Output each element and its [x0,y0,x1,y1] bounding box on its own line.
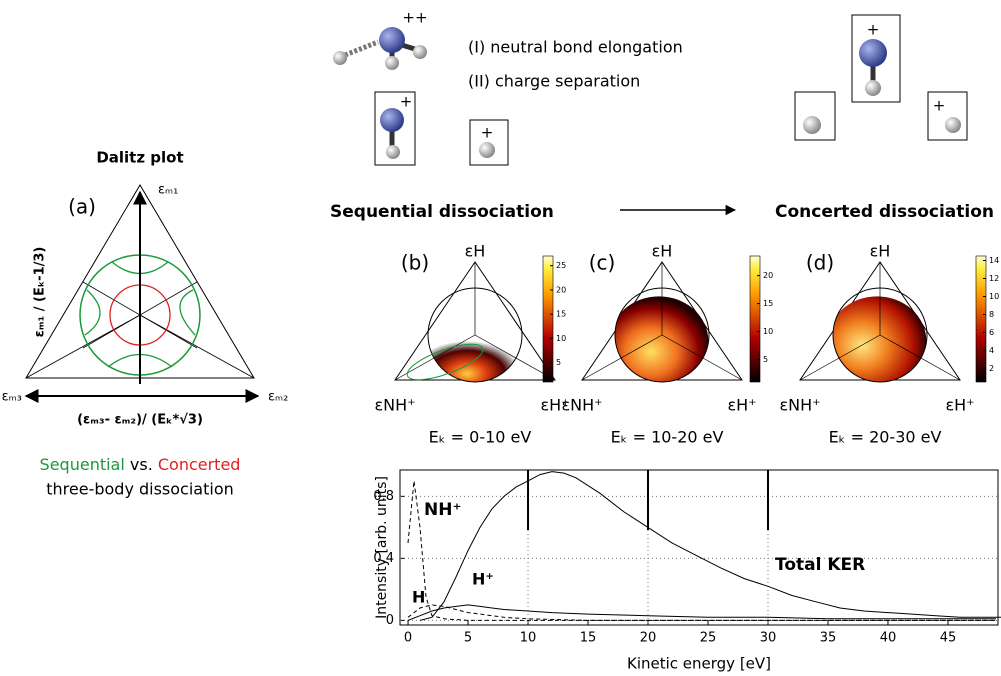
x-tick-label: 20 [640,631,657,646]
energy-label: Eₖ = 10-20 eV [611,428,724,447]
y-tick-label: 0.4 [373,551,394,566]
colorbar-tick-label: 8 [989,310,994,319]
colorbar-tick-label: 10 [763,327,773,336]
panel-label: (a) [68,195,96,219]
x-tick-label: 5 [464,631,472,646]
line [407,604,996,621]
axis [474,334,556,381]
axis-label: εₘ₁ / (Eₖ-1/3) [33,247,48,338]
colorbar-tick-label: 12 [989,274,999,283]
x-axis-label: Kinetic energy [eV] [627,655,771,673]
x-tick-label: 30 [760,631,777,646]
charge: ++ [402,9,427,27]
axis [581,334,663,381]
colorbar [542,255,554,383]
corner-label: εH [465,242,486,261]
axis [879,334,961,381]
colorbar-tick-label: 15 [763,299,773,308]
corner-label: εNH⁺ [561,396,602,415]
series-label: NH⁺ [424,500,461,520]
axis [799,334,881,381]
panel-label: (b) [401,251,429,275]
charge: + [400,93,413,111]
colorbar-tick-label: 20 [556,285,566,294]
caption-part: vs. [125,455,158,474]
x-tick-label: 10 [520,631,537,646]
series-label: H [412,588,425,607]
caption: three-body dissociation [46,480,234,499]
corner-label: εₘ₃ [2,390,22,405]
line [407,604,996,621]
series-label: Total KER [775,555,865,575]
corner-label: εₘ₁ [158,183,178,198]
y-axis-label: Intensity [arb. units] [374,476,390,619]
colorbar-tick-label: 14 [989,256,999,265]
density [833,296,927,382]
x-tick-label: 0 [404,631,412,646]
caption-part: Sequential [40,455,125,474]
colorbar-tick-label: 10 [556,334,566,343]
x-tick-label: 25 [700,631,717,646]
corner-label: εₘ₂ [268,390,288,405]
colorbar [749,255,761,383]
panel-label: (d) [806,251,834,275]
molecule-scheme [333,14,968,216]
dalitz-title: Dalitz plot [96,149,183,167]
corner-label: εH⁺ [540,396,569,415]
y-tick-label: 0 [386,613,394,628]
colorbar-tick-label: 25 [556,261,566,270]
step-label: (II) charge separation [468,72,640,91]
colorbar-tick-label: 2 [989,364,994,373]
colorbar-tick-label: 5 [763,355,768,364]
panel-label: (c) [589,251,616,275]
charge: + [867,21,880,39]
density [428,327,522,382]
x-tick-label: 40 [880,631,897,646]
corner-label: εH⁺ [727,396,756,415]
corner-label: εNH⁺ [779,396,820,415]
x-tick-label: 45 [940,631,957,646]
stage-label: Concerted dissociation [775,202,994,222]
plot-frame [399,469,999,626]
axis [394,334,476,381]
corner-label: εH⁺ [945,396,974,415]
colorbar-tick-label: 20 [763,271,773,280]
sequential-region [406,343,484,381]
x-tick-label: 15 [580,631,597,646]
x-tick-label: 35 [820,631,837,646]
corner-label: εNH⁺ [374,396,415,415]
colorbar-tick-label: 5 [556,358,561,367]
caption: Sequential vs. Concerted [40,455,241,474]
energy-label: Eₖ = 0-10 eV [429,428,532,447]
axis [661,334,743,381]
charge: + [481,124,494,142]
colorbar-tick-label: 15 [556,310,566,319]
step-label: (I) neutral bond elongation [468,38,683,57]
line [419,471,1001,621]
corner-label: εH [870,242,891,261]
colorbar-tick-label: 4 [989,346,994,355]
colorbar-tick-label: 10 [989,292,999,301]
stage-label: Sequential dissociation [330,202,554,222]
charge: + [933,97,946,115]
series-label: H⁺ [472,570,494,589]
colorbar-tick-label: 6 [989,328,994,337]
axis-label: (εₘ₃- εₘ₂)/ (Eₖ*√3) [77,413,203,428]
colorbar [975,255,987,383]
dalitz-diagram [24,184,260,403]
corner-label: εH [652,242,673,261]
energy-label: Eₖ = 20-30 eV [829,428,942,447]
caption-part: Concerted [158,455,241,474]
y-tick-label: 0.8 [373,489,394,504]
line [407,480,996,621]
density [615,296,709,382]
